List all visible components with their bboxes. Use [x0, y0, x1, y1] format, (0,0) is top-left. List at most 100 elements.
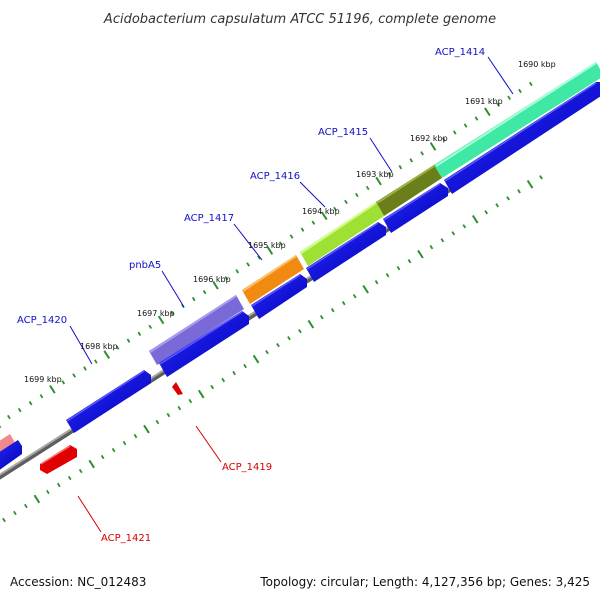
- minor-tick: [387, 172, 392, 177]
- major-tick: [252, 354, 260, 364]
- cds-arrow-1414[interactable]: [444, 82, 600, 194]
- major-tick: [471, 214, 479, 224]
- kbp-label: 1692 kbp: [410, 134, 448, 143]
- gene-label-pnbA5[interactable]: pnbA5: [129, 260, 161, 271]
- feature-ACP_1417[interactable]: [242, 255, 304, 304]
- minor-tick: [506, 196, 510, 201]
- feature-ACP_1419[interactable]: [172, 382, 183, 395]
- minor-tick: [115, 345, 120, 350]
- minor-tick: [463, 123, 468, 128]
- feature-pnbA5[interactable]: [149, 295, 244, 365]
- minor-tick: [39, 394, 44, 399]
- minor-tick: [507, 95, 511, 100]
- minor-tick: [355, 192, 359, 198]
- minor-tick: [111, 447, 116, 453]
- minor-tick: [319, 315, 324, 320]
- minor-tick: [462, 224, 467, 229]
- minor-tick: [518, 88, 522, 94]
- minor-tick: [517, 189, 521, 194]
- minor-tick: [298, 329, 302, 334]
- minor-tick: [365, 185, 370, 191]
- minor-tick: [300, 227, 305, 232]
- major-tick: [484, 107, 491, 117]
- gene-label-ACP_1414[interactable]: ACP_1414: [435, 47, 485, 58]
- minor-tick: [148, 324, 153, 329]
- minor-tick: [170, 310, 174, 316]
- minor-tick: [122, 440, 127, 446]
- gene-label-ACP_1416[interactable]: ACP_1416: [250, 171, 300, 182]
- minor-tick: [287, 336, 291, 341]
- minor-tick: [452, 130, 457, 135]
- minor-tick: [484, 210, 489, 215]
- major-tick: [362, 284, 369, 294]
- minor-tick: [2, 517, 6, 523]
- minor-tick: [330, 308, 335, 313]
- cds-arrow-1417[interactable]: [251, 274, 307, 319]
- minor-tick: [398, 165, 403, 170]
- inner-tick-row: [2, 175, 543, 523]
- cds-arrows: [0, 82, 600, 471]
- cds-arrow-1416[interactable]: [306, 222, 386, 282]
- minor-tick: [126, 338, 131, 343]
- cds-arrow-pnbA5[interactable]: [159, 311, 249, 377]
- cds-arrow-1420[interactable]: [66, 370, 151, 433]
- gene-label-ACP_1417[interactable]: ACP_1417: [184, 213, 234, 224]
- minor-tick: [188, 398, 193, 404]
- feature-ACP_1416[interactable]: [300, 202, 384, 266]
- minor-tick: [243, 363, 247, 369]
- gene-label-ACP_1415[interactable]: ACP_1415: [318, 127, 368, 138]
- kbp-label: 1698 kbp: [80, 342, 118, 351]
- major-tick: [197, 389, 205, 399]
- minor-tick: [265, 350, 269, 355]
- minor-tick: [224, 276, 229, 281]
- major-tick: [307, 319, 315, 329]
- outer-tick-row: [0, 81, 533, 429]
- minor-tick: [7, 414, 11, 420]
- minor-tick: [278, 241, 283, 246]
- minor-tick: [257, 255, 261, 260]
- minor-tick: [100, 454, 105, 460]
- minor-tick: [61, 380, 66, 385]
- major-tick: [417, 249, 424, 259]
- minor-tick: [191, 296, 196, 302]
- minor-tick: [344, 199, 348, 205]
- major-tick: [157, 315, 165, 325]
- minor-tick: [46, 489, 50, 495]
- feature-ACP_1415[interactable]: [376, 165, 442, 216]
- minor-tick: [221, 377, 226, 383]
- kbp-label: 1691 kbp: [465, 97, 503, 106]
- minor-tick: [24, 503, 28, 509]
- feature-ACP_1421[interactable]: [40, 445, 77, 474]
- cds-arrow-1415[interactable]: [383, 183, 448, 233]
- minor-tick: [374, 280, 379, 285]
- minor-tick: [451, 231, 456, 236]
- major-tick: [266, 246, 274, 255]
- major-tick: [143, 424, 150, 434]
- major-tick: [429, 142, 437, 151]
- minor-tick: [474, 116, 479, 121]
- cds-arrow-edge[interactable]: [0, 440, 22, 471]
- feature-ACP_1414[interactable]: [434, 62, 600, 178]
- minor-tick: [333, 206, 337, 211]
- minor-tick: [83, 366, 87, 371]
- major-tick: [103, 350, 111, 359]
- minor-tick: [56, 482, 61, 488]
- gene-label-ACP_1421[interactable]: ACP_1421: [101, 533, 151, 544]
- minor-tick: [420, 151, 424, 156]
- reverse-features: [40, 382, 183, 474]
- kbp-label: 1690 kbp: [518, 60, 556, 69]
- kbp-label: 1699 kbp: [24, 375, 62, 384]
- minor-tick: [429, 245, 434, 250]
- gene-label-ACP_1420[interactable]: ACP_1420: [17, 315, 67, 326]
- minor-tick: [232, 370, 236, 376]
- minor-tick: [539, 175, 543, 180]
- gene-label-ACP_1419[interactable]: ACP_1419: [222, 462, 272, 473]
- minor-tick: [13, 510, 17, 516]
- kbp-label: 1696 kbp: [193, 275, 231, 284]
- kbp-label: 1693 kbp: [356, 170, 394, 179]
- minor-tick: [385, 273, 390, 278]
- minor-tick: [210, 384, 215, 390]
- kbp-tick-labels: 1690 kbp 1691 kbp 1692 kbp 1693 kbp 1694…: [24, 60, 556, 384]
- minor-tick: [155, 419, 160, 425]
